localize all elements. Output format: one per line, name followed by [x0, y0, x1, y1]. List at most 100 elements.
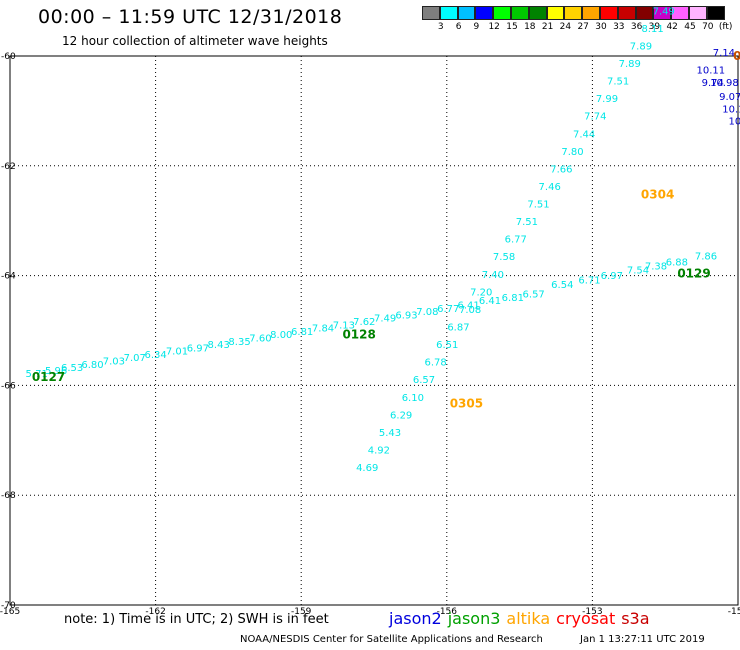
- wave-height-label: 8.43: [208, 340, 230, 351]
- wave-height-label: 6.57: [413, 375, 435, 386]
- wave-height-label: 7.51: [516, 217, 538, 228]
- wave-height-label: 7.60: [249, 333, 271, 344]
- wave-height-label: 7.38: [645, 262, 667, 273]
- wave-height-label: 10.15: [722, 105, 740, 116]
- wave-height-label: 7.74: [584, 112, 606, 123]
- wave-height-label: 6.87: [447, 323, 469, 334]
- wave-height-label: 7.86: [695, 252, 717, 263]
- wave-height-label: 4.69: [356, 463, 378, 474]
- wave-height-label: 7.08: [459, 305, 481, 316]
- legend-entry-jason2: jason2: [389, 609, 442, 628]
- colorbar-swatch: [510, 6, 529, 20]
- colorbar-swatch: [706, 6, 725, 20]
- y-tick-label: -60: [1, 52, 16, 62]
- wave-height-label: 6.34: [144, 350, 166, 361]
- wave-height-label: 7.08: [416, 307, 438, 318]
- x-tick-label: -156: [437, 607, 458, 617]
- wave-height-label: 5.96: [45, 366, 67, 377]
- colorbar-label: 45: [684, 22, 696, 32]
- wave-height-label: 6.57: [523, 290, 545, 301]
- colorbar-swatch: [564, 6, 583, 20]
- colorbar-swatch: [582, 6, 600, 20]
- wave-height-label: 10.11: [697, 66, 726, 77]
- wave-height-label: 7.54: [627, 265, 649, 276]
- x-tick-label: -162: [145, 607, 165, 617]
- wave-height-label: 7.51: [607, 77, 629, 88]
- wave-height-colorbar: [422, 6, 725, 20]
- wave-height-label: 7.62: [353, 317, 375, 328]
- colorbar-label: 39: [648, 22, 661, 32]
- colorbar-label: 3: [437, 22, 444, 32]
- pass-time-label: 0305: [450, 397, 483, 411]
- wave-height-label: 6.54: [551, 280, 573, 291]
- wave-height-label: 4.92: [368, 445, 390, 456]
- x-tick-label: -150: [728, 607, 740, 617]
- wave-height-label: 6.81: [502, 293, 524, 304]
- colorbar-label: (ft): [718, 22, 733, 32]
- wave-height-label: 6.71: [578, 275, 600, 286]
- y-tick-label: -70: [1, 601, 16, 611]
- wave-height-label: 6.77: [437, 304, 459, 315]
- colorbar-label: 15: [506, 22, 518, 32]
- credit-text: NOAA/NESDIS Center for Satellite Applica…: [240, 634, 543, 645]
- colorbar-swatch: [439, 6, 458, 20]
- wave-height-label: 9.07: [719, 92, 740, 103]
- colorbar-swatch: [617, 6, 636, 20]
- wave-height-label: 7.46: [539, 182, 561, 193]
- colorbar-label: 42: [666, 22, 678, 32]
- wave-height-label: 6.41: [479, 296, 501, 307]
- wave-height-label: 7.89: [630, 41, 652, 52]
- colorbar-label: 9: [473, 22, 480, 32]
- wave-height-label: 10.08: [729, 117, 740, 128]
- colorbar-label: 12: [488, 22, 500, 32]
- colorbar-swatch: [546, 6, 565, 20]
- wave-height-label: 6.78: [425, 358, 447, 369]
- wave-height-label: 5.71: [26, 369, 48, 380]
- wave-height-label: 6.88: [666, 258, 688, 269]
- pass-time-label: 0304: [641, 187, 674, 201]
- pass-time-label: 0309: [733, 49, 740, 63]
- colorbar-label: 30: [595, 22, 607, 32]
- wave-height-label: 7.89: [619, 59, 641, 70]
- colorbar-swatch: [475, 6, 494, 20]
- wave-height-label: 6.97: [601, 271, 623, 282]
- satellite-legend: jason2 jason3 altika cryosat s3a: [389, 609, 656, 628]
- colorbar-label: 24: [559, 22, 572, 32]
- chart-title: 00:00 – 11:59 UTC 12/31/2018: [38, 6, 343, 28]
- colorbar-swatch: [635, 6, 654, 20]
- colorbar-label: 33: [613, 22, 625, 32]
- wave-height-label: 6.80: [81, 360, 103, 371]
- wave-height-label: 6.53: [61, 363, 83, 374]
- x-tick-label: -159: [291, 607, 312, 617]
- colorbar-swatch: [422, 6, 440, 20]
- wave-height-label: 6.77: [505, 235, 527, 246]
- pass-time-label: 0127: [32, 370, 65, 384]
- wave-height-label: 6.51: [436, 340, 458, 351]
- units-note: note: 1) Time is in UTC; 2) SWH is in fe…: [64, 612, 329, 627]
- wave-height-label: 7.07: [124, 353, 146, 364]
- colorbar-swatch: [493, 6, 511, 20]
- wave-height-label: 7.13: [333, 320, 355, 331]
- wave-height-label: 7.44: [573, 129, 595, 140]
- colorbar-swatch: [528, 6, 547, 20]
- wave-height-label: 7.51: [527, 200, 549, 211]
- wave-height-label: 6.93: [395, 310, 417, 321]
- wave-height-label: 6.41: [458, 301, 480, 312]
- colorbar-labels: 3 6 9 12 15 18 21 24 27 30 33 36 39 42 45 70 (ft): [422, 22, 740, 34]
- colorbar-label: 18: [524, 22, 536, 32]
- x-tick-label: -165: [0, 607, 20, 617]
- colorbar-swatch: [653, 6, 672, 20]
- wave-height-label: 8.00: [270, 330, 292, 341]
- wave-height-label: 8.11: [641, 24, 663, 35]
- wave-height-label: 7.14: [713, 48, 735, 59]
- y-tick-label: -64: [1, 272, 16, 282]
- wave-height-label: 7.49: [374, 314, 396, 325]
- wave-height-label: 7.84: [312, 324, 334, 335]
- wave-height-label: 5.43: [379, 428, 401, 439]
- x-tick-label: -153: [582, 607, 602, 617]
- legend-entry-cryosat: cryosat: [556, 609, 616, 628]
- wave-height-label: 7.80: [561, 147, 583, 158]
- y-tick-label: -68: [1, 491, 16, 501]
- wave-height-label: 6.97: [187, 343, 209, 354]
- y-tick-label: -62: [1, 162, 16, 172]
